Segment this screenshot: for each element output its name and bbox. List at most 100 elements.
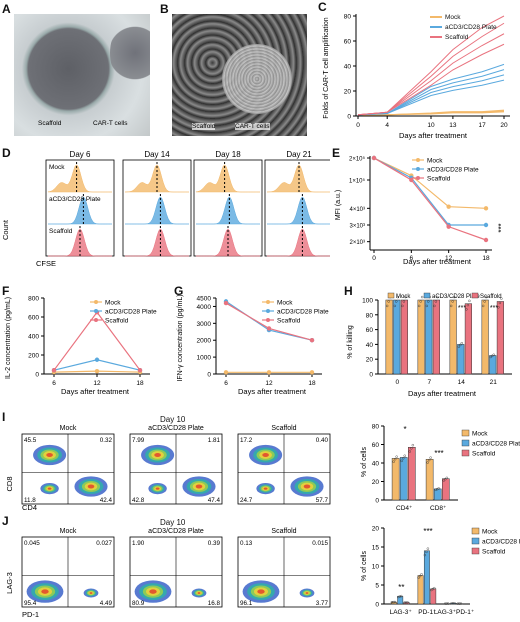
jbar-category-label: LAG-3⁺PD-1⁺ <box>434 609 475 616</box>
h-dot <box>500 297 503 300</box>
d-xlabel: CFSE <box>36 259 56 268</box>
h-legend-swatch <box>423 292 431 299</box>
h-dot <box>498 301 502 305</box>
jbar-legend-label: aCD3/CD28 Plate <box>482 539 520 546</box>
e-point <box>483 222 489 228</box>
e-point <box>371 155 377 161</box>
d-histogram <box>47 164 112 193</box>
d-day-title: Day 21 <box>286 150 312 159</box>
jbar-dot <box>423 553 427 557</box>
ibar-dot <box>402 457 405 460</box>
h-dot <box>483 300 486 303</box>
e-ylabel: MFI (a.u.) <box>335 190 342 220</box>
ibar-dot <box>410 447 413 450</box>
c-line-scaffold <box>357 33 505 116</box>
c-xtick-label: 17 <box>478 122 486 129</box>
j-quadrant-value: 0.015 <box>312 540 328 547</box>
ibar-bar <box>408 447 416 501</box>
ibar-legend-swatch <box>461 429 470 437</box>
h-ytick-label: 100 <box>362 298 373 305</box>
h-bar <box>449 299 457 375</box>
jbar-legend-swatch <box>471 537 480 545</box>
jbar-sig: ** <box>398 583 404 592</box>
ibar-legend-label: Scaffold <box>472 451 496 458</box>
ibar-dot <box>436 487 439 491</box>
ibar-dot <box>392 460 395 463</box>
i-density <box>195 484 203 489</box>
h-dot <box>489 355 492 359</box>
i-quadrant-value: 7.99 <box>132 437 145 444</box>
i-quadrant-value: 57.7 <box>316 497 329 504</box>
g-ytick-label: 1000 <box>197 355 212 362</box>
j-density <box>305 592 309 594</box>
h-bar <box>481 299 489 375</box>
panel-d-histograms: Day 6 Mock aCD3/CD28 Plate Scaffold Day 14 Da… <box>1 150 330 268</box>
ibar-category-label: CD4⁺ <box>396 505 413 512</box>
jbar-dot <box>451 602 455 605</box>
panel-label-c: C <box>318 0 327 14</box>
ibar-dot <box>393 458 397 461</box>
h-dot <box>433 304 436 308</box>
h-ytick-label: 20 <box>366 357 374 364</box>
e-ytick-label: 2×10⁵ <box>349 156 366 163</box>
f-xtick-label: 18 <box>136 380 144 387</box>
c-line-acd3cd28plate <box>357 63 505 116</box>
c-line-mock <box>358 109 505 116</box>
e-point <box>446 224 451 229</box>
g-point <box>223 370 229 375</box>
f-point <box>94 368 100 374</box>
g-legend-dot <box>266 318 270 322</box>
scaffold-sem-image <box>172 14 307 136</box>
f-legend-label: aCD3/CD28 Plate <box>105 309 157 316</box>
j-plot-title: Mock <box>60 528 77 535</box>
ibar-dot <box>434 488 437 491</box>
h-dot <box>420 295 424 299</box>
jbar-dot <box>397 595 400 599</box>
e-point <box>483 237 489 243</box>
i-plot-title: Scaffold <box>271 425 296 432</box>
jbar-bar <box>423 550 430 605</box>
jbar-dot <box>445 602 448 605</box>
e-line <box>373 157 487 241</box>
jbar-dot <box>433 586 436 590</box>
j-quadrant-value: 3.77 <box>316 600 329 607</box>
e-legend-dot <box>416 167 420 171</box>
i-quadrant-value: 24.7 <box>240 497 253 504</box>
jbar-dot <box>444 602 447 605</box>
cart-cells-label-b: CAR-T cells <box>235 123 270 130</box>
g-legend-dot <box>266 309 270 313</box>
c-ylabel: Folds of CAR-T cell amplification <box>323 17 330 119</box>
d-row-label: Scaffold <box>49 228 73 235</box>
d-histogram <box>125 228 189 257</box>
h-legend-label: Mock <box>396 294 411 300</box>
jbar-dot <box>390 601 394 604</box>
ibar-ytick-label: 0 <box>375 498 379 505</box>
h-category-label: 14 <box>458 379 466 386</box>
g-point <box>309 370 315 375</box>
j-quadrant-value: 0.027 <box>96 540 112 547</box>
g-point <box>266 326 272 331</box>
g-xtick-label: 12 <box>265 380 273 387</box>
ibar-legend-label: Mock <box>472 431 488 438</box>
e-point <box>483 206 489 211</box>
ibar-dot <box>444 477 447 481</box>
ibar-dot <box>429 456 432 459</box>
d-histogram <box>267 196 330 225</box>
e-xtick-label: 18 <box>482 255 490 262</box>
d-histogram <box>48 196 112 225</box>
c-ytick-label: 60 <box>344 39 352 46</box>
jbar-dot <box>458 602 461 605</box>
ibar-bar <box>391 458 400 501</box>
panel-label-j: J <box>2 514 9 528</box>
d-day-title: Day 18 <box>215 150 241 159</box>
j-title: Day 10 <box>160 518 186 527</box>
i-density <box>154 452 161 458</box>
e-point <box>446 204 451 209</box>
g-point <box>309 338 315 343</box>
j-density <box>257 589 265 594</box>
j-quadrant-value: 0.045 <box>24 540 40 547</box>
h-ytick-label: 80 <box>366 312 374 319</box>
h-dot <box>387 300 390 303</box>
